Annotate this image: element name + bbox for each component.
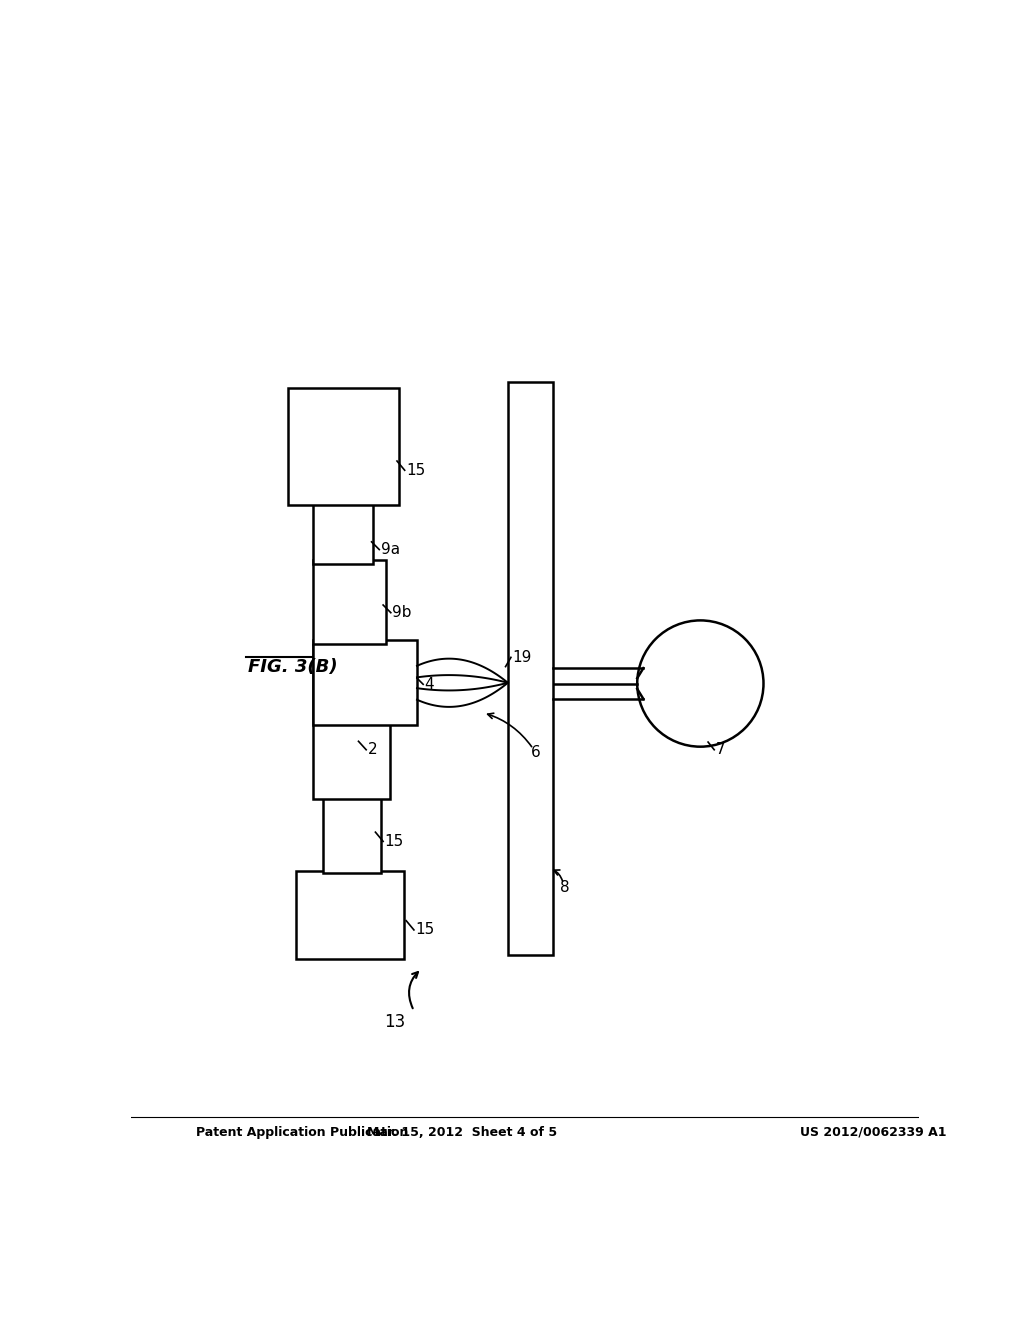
Text: FIG. 3(B): FIG. 3(B) (248, 657, 337, 676)
Text: 19: 19 (512, 649, 531, 665)
Bar (508, 381, 553, 956)
Bar (313, 645, 390, 799)
Text: 7: 7 (716, 742, 725, 758)
Text: US 2012/0062339 A1: US 2012/0062339 A1 (801, 1126, 947, 1139)
Bar (289, 388, 398, 506)
Text: 15: 15 (416, 923, 435, 937)
Bar (313, 502, 373, 564)
Bar (313, 560, 386, 644)
Text: Patent Application Publication: Patent Application Publication (196, 1126, 409, 1139)
Text: Mar. 15, 2012  Sheet 4 of 5: Mar. 15, 2012 Sheet 4 of 5 (367, 1126, 557, 1139)
Text: 15: 15 (407, 463, 425, 478)
Bar (296, 871, 403, 960)
Text: 15: 15 (385, 834, 403, 849)
Text: 13: 13 (384, 1014, 406, 1031)
Text: 8: 8 (560, 880, 569, 895)
Text: 9b: 9b (392, 605, 412, 620)
Text: 4: 4 (425, 677, 434, 692)
Text: 2: 2 (368, 742, 378, 758)
Text: 9a: 9a (381, 543, 400, 557)
Bar (313, 640, 417, 725)
Text: 6: 6 (531, 746, 541, 760)
Bar (323, 796, 381, 873)
